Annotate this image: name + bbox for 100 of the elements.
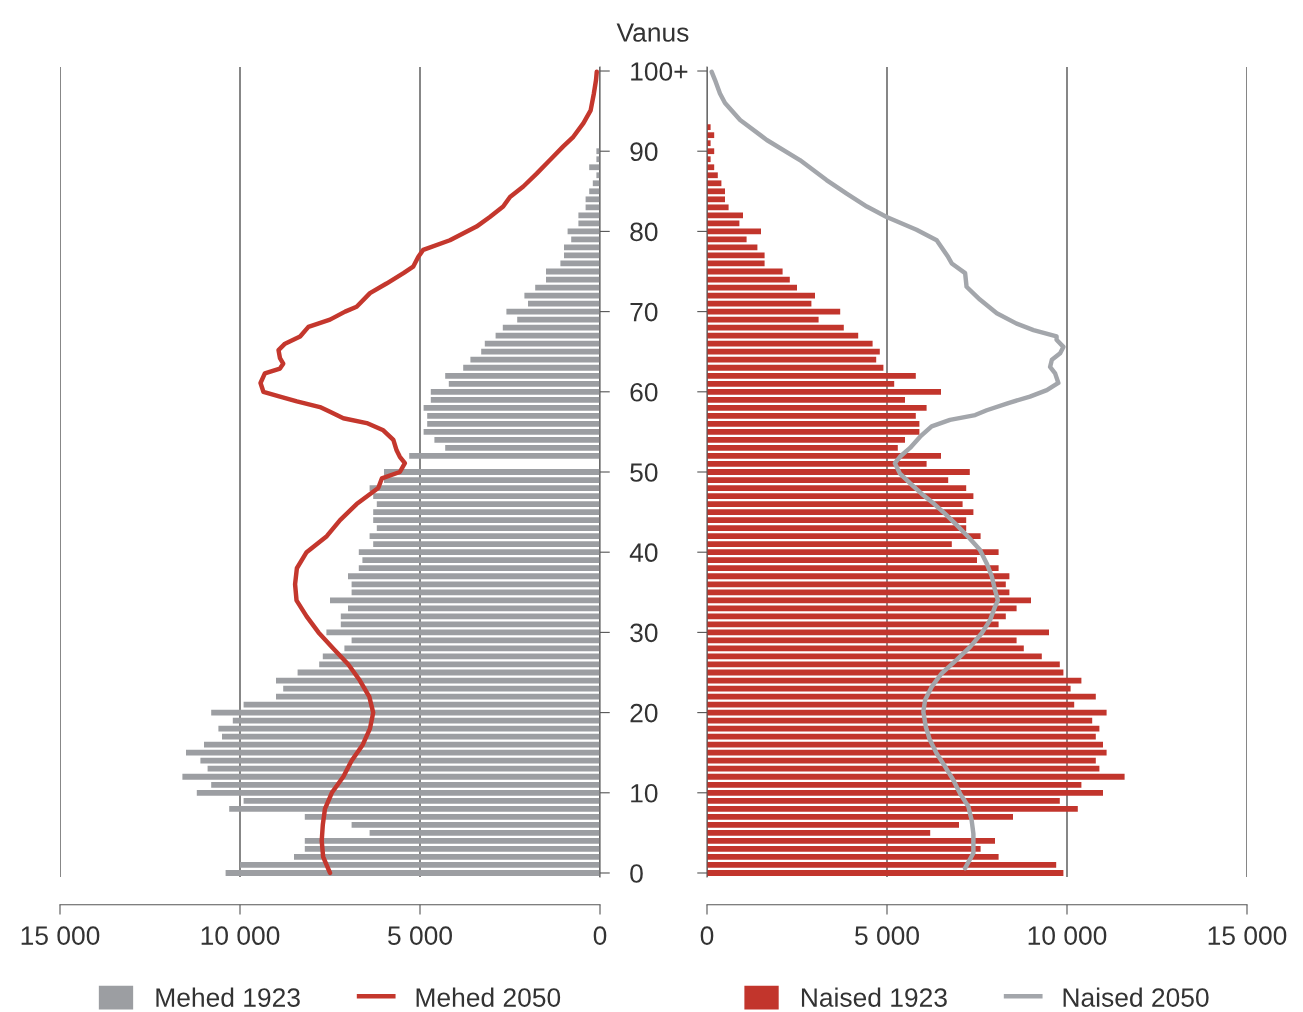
x-tick-label: 10 000 xyxy=(201,926,280,945)
bar xyxy=(707,589,1010,596)
bar xyxy=(384,469,600,475)
bar xyxy=(707,733,1096,740)
y-tick-label: 100+ xyxy=(631,62,688,81)
bar xyxy=(707,348,880,355)
bar xyxy=(240,862,600,868)
bar xyxy=(578,212,600,219)
bar xyxy=(707,573,1010,580)
bar xyxy=(362,557,600,564)
bar xyxy=(707,461,927,467)
bar xyxy=(707,501,963,507)
bar xyxy=(707,605,1017,612)
bar xyxy=(707,725,1100,732)
bar xyxy=(427,412,600,419)
x-tick-label: 15 000 xyxy=(21,926,100,945)
x-tick-label: 0 xyxy=(700,926,714,945)
bar xyxy=(707,789,1103,796)
bar xyxy=(340,621,600,628)
bar xyxy=(211,781,600,788)
y-tick-label: 20 xyxy=(630,703,658,723)
bar xyxy=(707,717,1093,724)
bar xyxy=(707,757,1096,764)
bar xyxy=(348,605,600,612)
bar xyxy=(707,846,981,852)
bar xyxy=(430,396,600,403)
bar xyxy=(294,854,600,860)
bar xyxy=(222,733,600,740)
bar xyxy=(369,533,600,540)
bar xyxy=(707,773,1125,780)
bar xyxy=(707,172,718,179)
bar xyxy=(707,533,981,540)
bar xyxy=(351,589,600,596)
bar xyxy=(200,757,600,764)
bar xyxy=(423,429,600,435)
bar xyxy=(707,380,895,387)
bar xyxy=(434,437,600,443)
bar xyxy=(384,477,600,483)
bar xyxy=(376,501,600,507)
bar xyxy=(351,821,600,828)
bar xyxy=(707,854,999,860)
bar xyxy=(707,781,1082,788)
bar xyxy=(470,356,600,363)
bar xyxy=(707,597,1031,604)
bar xyxy=(445,445,600,451)
x-tick-label: 0 xyxy=(593,926,607,945)
bar xyxy=(707,525,967,532)
bar xyxy=(707,196,725,203)
bar xyxy=(707,541,952,548)
bar xyxy=(707,396,905,403)
bar xyxy=(707,613,1006,620)
y-tick-label: 60 xyxy=(630,382,658,402)
bar xyxy=(707,340,873,347)
bar xyxy=(243,797,600,804)
bar xyxy=(517,316,600,323)
bar xyxy=(707,453,941,459)
bar xyxy=(427,420,600,427)
bar xyxy=(373,541,600,548)
x-tick-label: 10 000 xyxy=(1028,926,1107,945)
bar xyxy=(707,581,1006,588)
bar xyxy=(204,741,600,748)
bar xyxy=(589,164,600,171)
bar xyxy=(585,204,600,211)
y-tick-label: 50 xyxy=(630,463,658,482)
bar xyxy=(348,573,600,580)
bar xyxy=(707,765,1100,772)
bar xyxy=(707,404,927,411)
bar xyxy=(330,597,600,604)
bar xyxy=(707,509,974,515)
bar xyxy=(463,364,600,371)
bar xyxy=(196,789,600,796)
bar xyxy=(707,485,967,491)
bar xyxy=(502,324,600,331)
bar xyxy=(304,838,600,844)
bar xyxy=(707,549,999,556)
bar xyxy=(707,332,859,339)
bar xyxy=(707,180,722,187)
y-tick-label: 90 xyxy=(630,142,658,162)
x-tick-label: 15 000 xyxy=(1208,926,1287,945)
bar xyxy=(707,437,905,443)
y-tick-label: 70 xyxy=(630,302,658,322)
bar xyxy=(358,565,600,572)
bar xyxy=(707,821,959,828)
bar xyxy=(707,469,970,475)
bar xyxy=(707,805,1078,812)
bar xyxy=(373,509,600,515)
bar xyxy=(707,749,1107,756)
bar xyxy=(373,493,600,499)
bar xyxy=(707,830,931,836)
bar xyxy=(589,188,600,195)
bar xyxy=(481,348,600,355)
x-tick-label: 5 000 xyxy=(855,926,919,945)
bar xyxy=(369,485,600,491)
bar xyxy=(304,813,600,820)
bar xyxy=(707,316,819,323)
bar xyxy=(707,621,999,628)
bar xyxy=(182,773,600,780)
bar xyxy=(707,445,898,451)
bar xyxy=(707,364,884,371)
bar xyxy=(578,220,600,227)
